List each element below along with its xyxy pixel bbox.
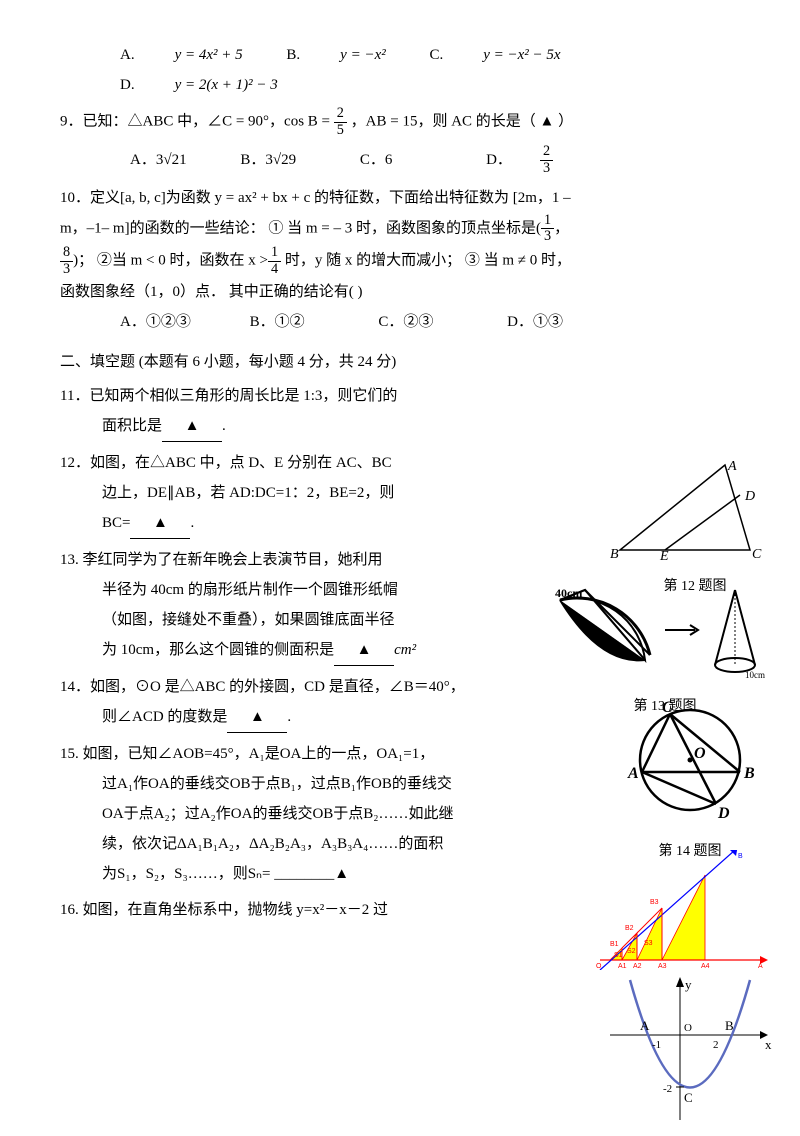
q10-optC: C．②③	[378, 307, 433, 337]
svg-text:A3: A3	[658, 963, 667, 970]
figure-13-svg: 40cm 10cm	[550, 585, 775, 680]
q14-l2: 则∠ACD 的度数是▲.	[60, 702, 530, 733]
q12-l3: BC=▲.	[60, 508, 480, 539]
figure-15-svg: O A1 A2 A3 A4 A B1 B2 B3 S1 S2 S3 B	[590, 850, 775, 970]
figure-16: y x A B O -1 2 -2 C	[600, 975, 780, 1136]
q10-options: A．①②③ B．①② C．②③ D．①③	[60, 307, 740, 337]
q16: 16. 如图，在直角坐标系中，抛物线 y=x²－x－2 过	[60, 895, 510, 925]
svg-text:D: D	[717, 805, 730, 822]
q15-l5: 为S₁，S₂，S₃……，则Sₙ= ________▲	[60, 859, 510, 889]
svg-text:-2: -2	[663, 1083, 672, 1095]
svg-text:C: C	[662, 700, 673, 716]
svg-text:O: O	[596, 963, 602, 970]
q8-optC: C. y = −x² − 5x	[429, 40, 560, 70]
q15-l3: OA于点A₂；过A₂作OA的垂线交OB于点B₂……如此继	[60, 799, 510, 829]
figure-12: A B C D E 第 12 题图	[610, 460, 780, 601]
q9-frac: 25	[334, 106, 347, 138]
svg-text:B3: B3	[650, 899, 659, 906]
q15-l1: 15. 如图，已知∠AOB=45°，A₁是OA上的一点，OA₁=1，	[60, 739, 510, 769]
svg-text:D: D	[744, 489, 755, 504]
q9-optA: A．3√21	[130, 145, 187, 175]
svg-text:A4: A4	[701, 963, 710, 970]
svg-text:S3: S3	[644, 940, 653, 947]
svg-text:y: y	[685, 977, 692, 992]
q9-optD: D．23	[486, 144, 609, 176]
q15-l4: 续，依次记ΔA₁B₁A₂，ΔA₂B₂A₃，A₃B₃A₄……的面积	[60, 829, 510, 859]
svg-text:A: A	[627, 765, 639, 782]
figure-12-svg: A B C D E	[610, 460, 770, 560]
q9-stem-a: 9．已知：△ABC 中，∠C = 90°，cos B =	[60, 114, 330, 130]
svg-text:O: O	[694, 745, 706, 762]
svg-text:10cm: 10cm	[745, 670, 765, 680]
q11-l2: 面积比是▲.	[60, 411, 480, 442]
q8-optB: B. y = −x²	[286, 40, 385, 70]
q10: 10．定义[a, b, c]为函数 y = ax² + bx + c 的特征数，…	[60, 183, 740, 338]
q13-l2: 半径为 40cm 的扇形纸片制作一个圆锥形纸帽	[60, 575, 480, 605]
svg-text:C: C	[684, 1090, 693, 1105]
q13-l4: 为 10cm，那么这个圆锥的侧面积是▲cm²	[60, 635, 480, 666]
figure-14-svg: A B C D O	[600, 700, 775, 825]
figure-15: O A1 A2 A3 A4 A B1 B2 B3 S1 S2 S3 B	[590, 850, 780, 981]
q12-l1: 12．如图，在△ABC 中，点 D、E 分别在 AC、BC	[60, 448, 480, 478]
q8-optD: D. y = 2(x + 1)² − 3	[120, 70, 278, 100]
svg-text:A2: A2	[633, 963, 642, 970]
svg-text:x: x	[765, 1037, 772, 1052]
q9-options: A．3√21 B．3√29 C．6 D．23	[60, 144, 740, 176]
q10-l1: 10．定义[a, b, c]为函数 y = ax² + bx + c 的特征数，…	[60, 183, 740, 213]
q12: 12．如图，在△ABC 中，点 D、E 分别在 AC、BC 边上，DE∥AB，若…	[60, 448, 480, 539]
q9-optB: B．3√29	[240, 145, 296, 175]
svg-text:-1: -1	[652, 1039, 661, 1051]
q9-optC: C．6	[360, 145, 393, 175]
svg-text:B: B	[725, 1018, 734, 1033]
q12-l2: 边上，DE∥AB，若 AD:DC=1：2，BE=2，则	[60, 478, 480, 508]
q13-l3: （如图，接缝处不重叠），如果圆锥底面半径	[60, 605, 480, 635]
svg-text:A: A	[758, 963, 763, 970]
svg-text:A: A	[727, 460, 737, 474]
q13-l1: 13. 李红同学为了在新年晚会上表演节目，她利用	[60, 545, 480, 575]
svg-text:A: A	[640, 1018, 650, 1033]
q14: 14．如图，⊙O 是△ABC 的外接圆，CD 是直径，∠B＝40°， 则∠ACD…	[60, 672, 530, 733]
svg-text:S1: S1	[614, 952, 623, 959]
svg-text:A1: A1	[618, 963, 627, 970]
svg-text:B: B	[610, 547, 619, 560]
svg-text:O: O	[684, 1022, 692, 1034]
q10-l3: 83)； ②当 m < 0 时，函数在 x >14 时，y 随 x 的增大而减小…	[60, 245, 740, 277]
q10-optD: D．①③	[507, 307, 563, 337]
q9-stem-b: ，AB = 15，则 AC 的长是（ ▲ ）	[351, 114, 573, 130]
svg-text:B: B	[738, 853, 743, 860]
q13: 13. 李红同学为了在新年晚会上表演节目，她利用 半径为 40cm 的扇形纸片制…	[60, 545, 480, 666]
q11-l1: 11．已知两个相似三角形的周长比是 1:3，则它们的	[60, 381, 480, 411]
figure-16-svg: y x A B O -1 2 -2 C	[600, 975, 775, 1125]
q14-l1: 14．如图，⊙O 是△ABC 的外接圆，CD 是直径，∠B＝40°，	[60, 672, 530, 702]
q15: 15. 如图，已知∠AOB=45°，A₁是OA上的一点，OA₁=1， 过A₁作O…	[60, 739, 510, 889]
svg-text:B1: B1	[610, 941, 619, 948]
section-2-title: 二、填空题 (本题有 6 小题，每小题 4 分，共 24 分)	[60, 347, 740, 377]
svg-text:40cm: 40cm	[555, 586, 582, 600]
svg-text:B2: B2	[625, 925, 634, 932]
q8-optA: A. y = 4x² + 5	[120, 40, 243, 70]
svg-text:C: C	[752, 547, 762, 560]
q9: 9．已知：△ABC 中，∠C = 90°，cos B = 25 ，AB = 15…	[60, 106, 740, 138]
q15-l2: 过A₁作OA的垂线交OB于点B₁，过点B₁作OB的垂线交	[60, 769, 510, 799]
q10-optA: A．①②③	[120, 307, 191, 337]
svg-text:S2: S2	[627, 948, 636, 955]
figure-14: A B C D O 第 14 题图	[600, 700, 780, 866]
q16-l1: 16. 如图，在直角坐标系中，抛物线 y=x²－x－2 过	[60, 895, 510, 925]
q11: 11．已知两个相似三角形的周长比是 1:3，则它们的 面积比是▲.	[60, 381, 480, 442]
svg-text:E: E	[659, 549, 669, 560]
svg-text:2: 2	[713, 1039, 719, 1051]
svg-text:B: B	[743, 765, 755, 782]
q10-l2: m，–1– m]的函数的一些结论： ① 当 m = – 3 时，函数图象的顶点坐…	[60, 213, 740, 245]
q10-optB: B．①②	[250, 307, 305, 337]
q10-l4: 函数图象经（1，0）点． 其中正确的结论有( )	[60, 277, 740, 307]
q8-options: A. y = 4x² + 5 B. y = −x² C. y = −x² − 5…	[60, 40, 740, 100]
